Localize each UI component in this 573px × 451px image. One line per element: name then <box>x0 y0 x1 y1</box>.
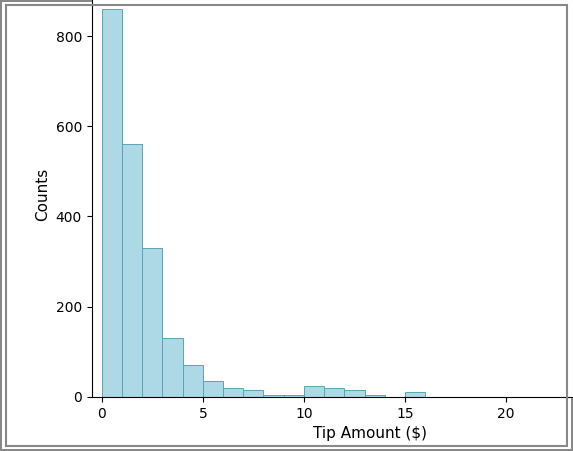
Bar <box>203 381 223 397</box>
Bar <box>102 9 122 397</box>
Y-axis label: Counts: Counts <box>35 167 50 221</box>
Bar <box>324 388 344 397</box>
Bar <box>405 392 425 397</box>
Bar <box>162 338 183 397</box>
Bar <box>183 365 203 397</box>
Bar <box>223 388 244 397</box>
X-axis label: Tip Amount ($): Tip Amount ($) <box>313 426 426 441</box>
Bar <box>344 390 364 397</box>
Bar <box>264 395 284 397</box>
Bar <box>122 144 142 397</box>
Bar <box>284 395 304 397</box>
Bar <box>142 248 162 397</box>
Bar <box>364 395 384 397</box>
Bar <box>304 386 324 397</box>
Bar <box>244 390 264 397</box>
